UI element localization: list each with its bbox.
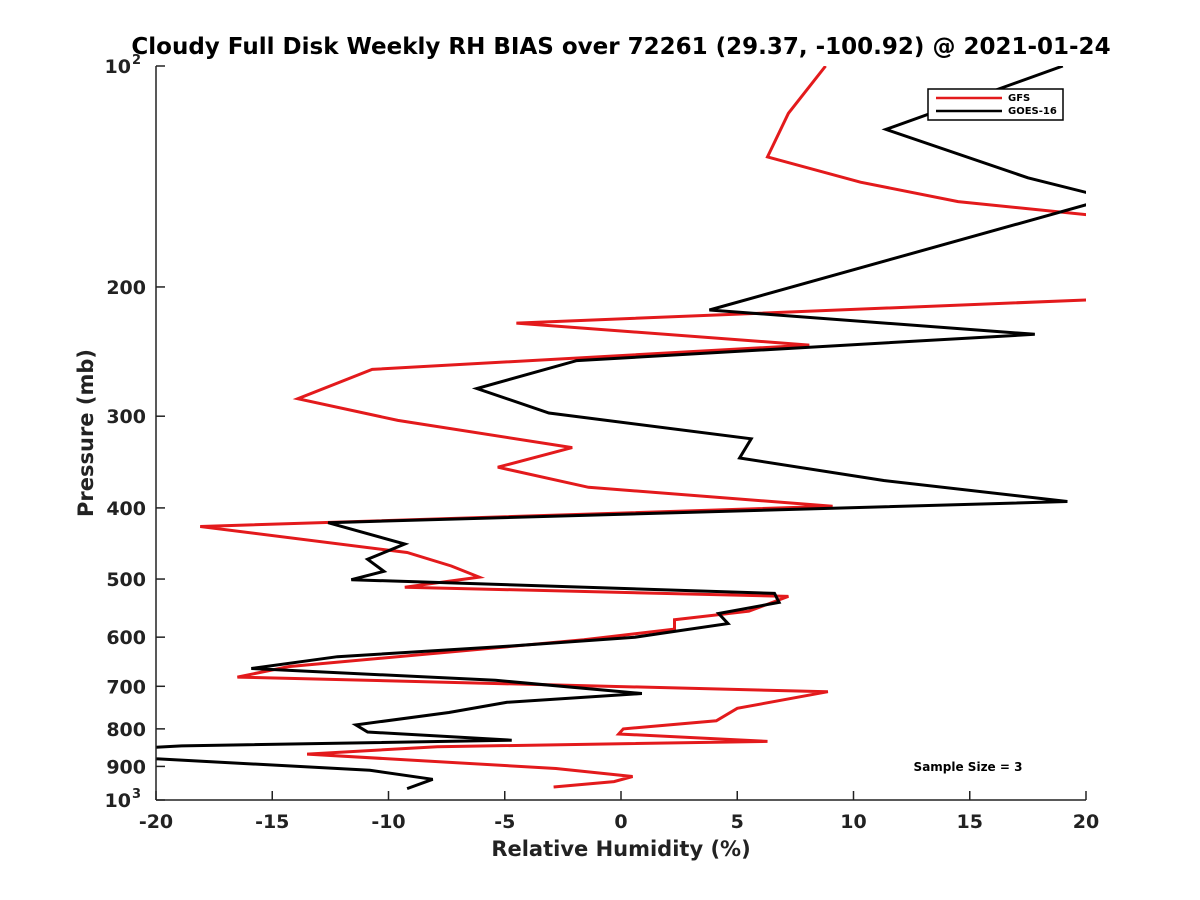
y-tick-label: 400 [106, 498, 146, 520]
x-tick-label: 10 [840, 811, 866, 833]
y-tick-label: 10 [105, 56, 131, 78]
y-tick-label: 200 [106, 277, 146, 299]
sample-size-annotation: Sample Size = 3 [914, 760, 1023, 774]
y-tick-exponent: 2 [132, 53, 141, 68]
legend-box [927, 88, 1064, 121]
x-tick-label: 0 [614, 811, 627, 833]
legend-label-gfs: GFS [1008, 93, 1030, 104]
x-axis-label: Relative Humidity (%) [491, 837, 750, 861]
y-axis-label: Pressure (mb) [74, 349, 98, 517]
x-tick-label: 20 [1073, 811, 1099, 833]
plot-area [156, 66, 1086, 791]
x-tick-label: -10 [371, 811, 405, 833]
legend-label-goes16: GOES-16 [1008, 106, 1057, 117]
x-tick-label: 5 [731, 811, 744, 833]
y-tick-label: 800 [106, 719, 146, 741]
x-tick-label: 15 [957, 811, 983, 833]
y-tick-label: 900 [106, 756, 146, 778]
y-tick-label: 600 [106, 627, 146, 649]
legend: GFS GOES-16 [927, 88, 1064, 121]
x-tick-label: -20 [139, 811, 173, 833]
y-tick-label: 500 [106, 569, 146, 591]
y-tick-label: 700 [106, 676, 146, 698]
series-line-goes16 [156, 66, 1086, 791]
x-tick-label: -5 [494, 811, 515, 833]
chart-title: Cloudy Full Disk Weekly RH BIAS over 722… [131, 34, 1110, 60]
x-tick-label: -15 [255, 811, 289, 833]
y-tick-label: 10 [105, 790, 131, 812]
y-tick-label: 300 [106, 406, 146, 428]
y-tick-exponent: 3 [132, 787, 141, 802]
